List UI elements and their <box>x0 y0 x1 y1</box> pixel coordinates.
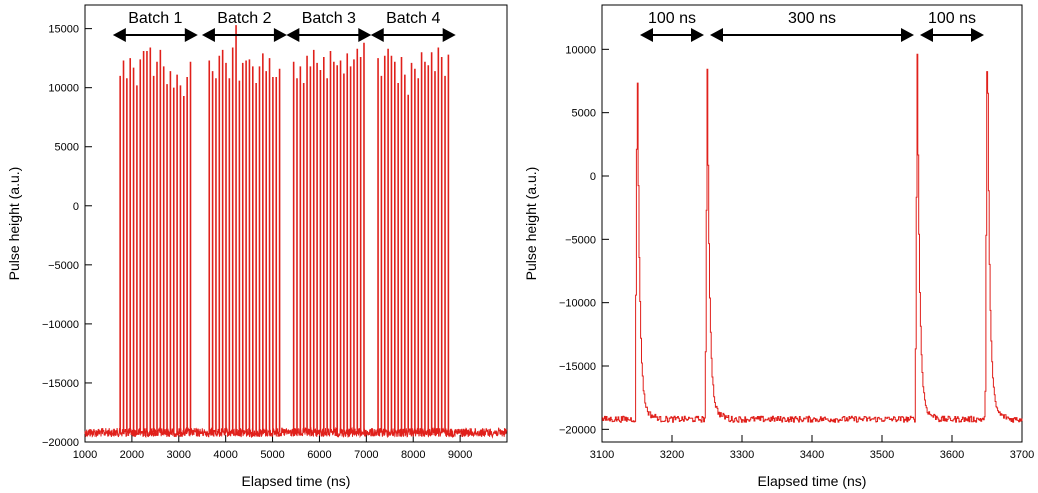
left-arrow-head-left <box>112 28 126 42</box>
left-arrow-head-left <box>286 28 300 42</box>
right-x-tick-label: 3400 <box>800 449 824 461</box>
right-y-tick-label: −15000 <box>559 361 596 373</box>
right-x-tick-label: 3600 <box>940 449 964 461</box>
right-x-tick-label: 3200 <box>660 449 684 461</box>
left-x-tick-label: 9000 <box>448 449 472 461</box>
right-x-tick-label: 3300 <box>730 449 754 461</box>
left-y-tick-label: 0 <box>73 201 79 213</box>
left-annotation-label: Batch 2 <box>217 10 271 27</box>
right-arrow-head-right <box>971 28 984 42</box>
right-arrow-head-left <box>920 28 933 42</box>
right-annotation-label: 100 ns <box>648 10 696 27</box>
left-y-tick-label: 5000 <box>55 142 79 154</box>
left-y-tick-label: −20000 <box>42 437 79 449</box>
left-x-tick-label: 3000 <box>167 449 191 461</box>
left-x-tick-label: 4000 <box>213 449 237 461</box>
left-y-tick-label: 10000 <box>48 83 79 95</box>
right-x-tick-label: 3100 <box>590 449 614 461</box>
left-y-tick-label: −15000 <box>42 378 79 390</box>
right-y-tick-label: −20000 <box>559 424 596 436</box>
left-x-tick-label: 1000 <box>73 449 97 461</box>
right-x-axis-label: Elapsed time (ns) <box>758 473 867 489</box>
right-arrow-head-right <box>691 28 704 42</box>
left-arrow-head-right <box>273 28 287 42</box>
left-annotation-label: Batch 3 <box>302 10 356 27</box>
right-y-tick-label: 5000 <box>572 108 596 120</box>
left-x-tick-label: 8000 <box>401 449 425 461</box>
left-arrow-head-left <box>201 28 215 42</box>
left-y-tick-label: 15000 <box>48 24 79 36</box>
right-annotation-label: 100 ns <box>928 10 976 27</box>
left-plot-area: 1000 2000 3000 4000 5000 6000 7000 8000 9000 −200… <box>42 4 508 461</box>
right-x-tick-label: 3700 <box>1010 449 1034 461</box>
left-chart-panel: 1000 2000 3000 4000 5000 6000 7000 8000 9000 −200… <box>6 4 508 489</box>
left-arrow-head-left <box>370 28 384 42</box>
left-annotation-label: Batch 1 <box>128 10 182 27</box>
right-y-tick-label: 0 <box>590 171 596 183</box>
left-x-tick-label: 2000 <box>120 449 144 461</box>
right-x-tick-label: 3500 <box>870 449 894 461</box>
left-y-tick-label: −10000 <box>42 319 79 331</box>
left-arrow-head-right <box>358 28 372 42</box>
right-y-axis-label: Pulse height (a.u.) <box>523 167 539 281</box>
right-y-tick-label: −5000 <box>565 234 596 246</box>
left-y-axis-label: Pulse height (a.u.) <box>6 167 22 281</box>
right-annotation-label: 300 ns <box>788 10 836 27</box>
right-arrow-head-left <box>710 28 723 42</box>
left-arrow-head-right <box>184 28 198 42</box>
right-plot-area: 3100 3200 3300 3400 3500 3600 3700 −20000 −15000… <box>559 4 1034 461</box>
left-plot-frame <box>84 4 508 443</box>
right-plot-frame <box>601 4 1023 443</box>
left-x-tick-label: 6000 <box>307 449 331 461</box>
left-x-tick-label: 5000 <box>260 449 284 461</box>
right-y-tick-label: 10000 <box>565 44 596 56</box>
left-noise-trace <box>84 426 508 439</box>
right-pulse-trace <box>602 53 1023 423</box>
right-arrow-head-left <box>640 28 653 42</box>
right-annotations: 100 ns 300 ns 100 ns <box>640 10 984 42</box>
right-chart-panel: 3100 3200 3300 3400 3500 3600 3700 −20000 −15000… <box>523 4 1034 489</box>
left-x-tick-label: 7000 <box>354 449 378 461</box>
left-y-tick-label: −5000 <box>48 260 79 272</box>
right-y-tick-label: −10000 <box>559 298 596 310</box>
left-annotation-label: Batch 4 <box>386 10 440 27</box>
left-arrow-head-right <box>442 28 456 42</box>
left-x-axis-label: Elapsed time (ns) <box>242 473 351 489</box>
right-arrow-head-right <box>901 28 914 42</box>
left-annotations: Batch 1 Batch 2 Batch 3 Batch 4 <box>112 10 456 42</box>
